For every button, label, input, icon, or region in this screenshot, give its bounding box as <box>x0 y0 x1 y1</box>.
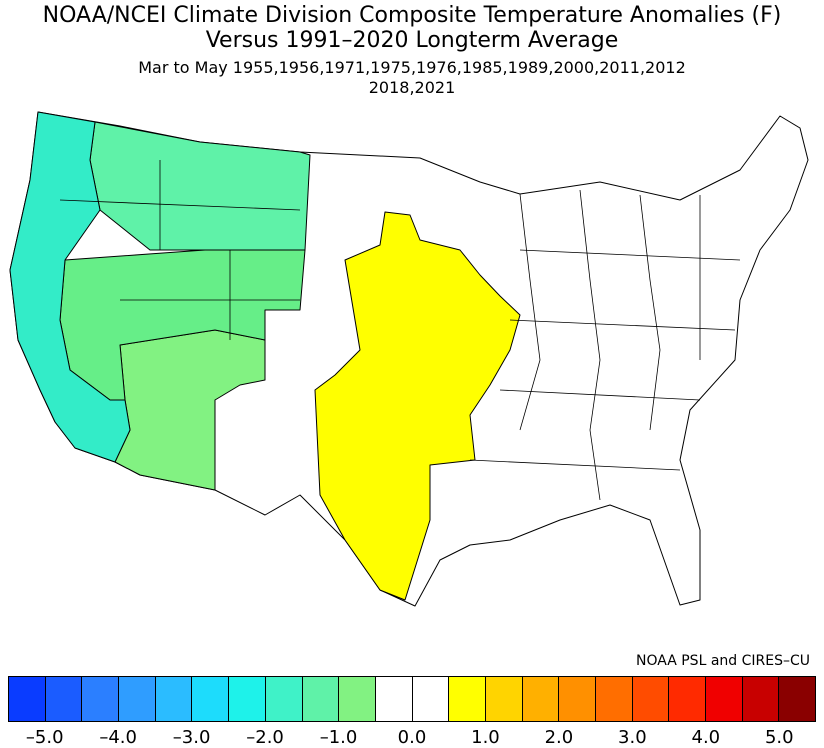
color-swatch <box>449 677 486 721</box>
color-swatch <box>265 677 303 721</box>
color-swatch <box>375 677 413 721</box>
color-swatch <box>339 677 376 721</box>
color-scale-tick-label: 1.0 <box>471 727 500 748</box>
us-climate-division-map <box>9 111 809 607</box>
map-subtitle: Versus 1991–2020 Longterm Average <box>205 28 619 53</box>
color-swatch <box>596 677 633 721</box>
color-swatch <box>412 677 450 721</box>
color-swatch <box>559 677 596 721</box>
color-swatch <box>742 677 780 721</box>
credit-label: NOAA PSL and CIRES–CU <box>636 653 810 669</box>
color-swatch <box>155 677 193 721</box>
color-scale-bar <box>8 676 816 722</box>
color-scale-tick-label: 2.0 <box>544 727 574 748</box>
color-swatch <box>706 677 743 721</box>
map-title: NOAA/NCEI Climate Division Composite Tem… <box>42 3 782 28</box>
color-scale-tick-label: –5.0 <box>25 727 64 748</box>
color-swatch <box>632 677 670 721</box>
color-swatch <box>779 677 816 721</box>
color-scale-tick-label: 0.0 <box>397 727 427 748</box>
map-period-years: Mar to May 1955,1956,1971,1975,1976,1985… <box>138 58 686 77</box>
color-scale-tick-label: 4.0 <box>691 727 721 748</box>
color-swatch <box>192 677 230 721</box>
color-scale-tick-label: –4.0 <box>99 727 137 748</box>
map-period-years-continued: 2018,2021 <box>368 78 456 97</box>
color-scale-tick-label: –2.0 <box>246 727 284 748</box>
color-scale-tick-label: 5.0 <box>764 727 794 748</box>
color-scale-tick-label: 3.0 <box>618 727 647 748</box>
color-swatch <box>485 677 523 721</box>
color-swatch <box>669 677 707 721</box>
color-swatch <box>522 677 560 721</box>
color-swatch <box>119 677 156 721</box>
color-swatch <box>82 677 120 721</box>
color-swatch <box>302 677 340 721</box>
color-swatch <box>9 677 46 721</box>
color-swatch <box>45 677 83 721</box>
color-scale-tick-label: –1.0 <box>319 727 358 748</box>
color-swatch <box>229 677 266 721</box>
plains-region <box>314 211 521 601</box>
color-scale-tick-label: –3.0 <box>172 727 211 748</box>
